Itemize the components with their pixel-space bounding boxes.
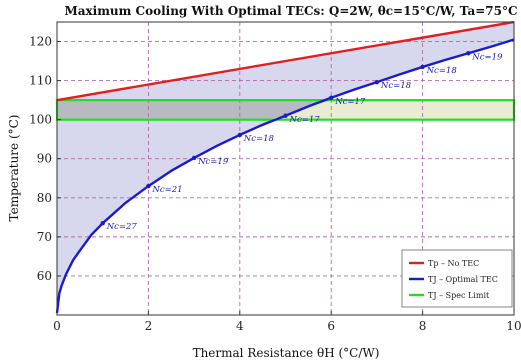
plot-frame	[56, 21, 515, 316]
curve-marker	[100, 220, 105, 226]
axis-titles: Thermal Resistance θH (°C/W) Temperature …	[7, 115, 379, 360]
curve-marker	[237, 132, 242, 138]
x-tick-label: 8	[419, 319, 427, 333]
marker-label: Nc=17	[334, 97, 366, 107]
marker-label: Nc=19	[197, 157, 229, 167]
x-tick-label: 6	[327, 319, 335, 333]
marker-label: Nc=17	[289, 115, 321, 125]
y-tick-label: 70	[37, 230, 52, 244]
curve-marker	[374, 79, 380, 85]
x-tick-label: 10	[506, 319, 521, 333]
x-axis-title: Thermal Resistance θH (°C/W)	[193, 346, 380, 360]
marker-label: Nc=27	[106, 222, 138, 232]
legend: Tp – No TEC TJ – Optimal TEC TJ – Spec Lim…	[401, 249, 513, 308]
curve-marker	[466, 51, 471, 56]
marker-label: Nc=21	[151, 185, 182, 195]
shaded-region-no-tec-vs-optimal	[57, 22, 514, 314]
y-tick-label: 80	[37, 191, 52, 205]
legend-label: TJ – Spec Limit	[428, 291, 490, 300]
y-tick-label: 90	[37, 152, 52, 166]
y-tick-label: 100	[29, 113, 52, 127]
x-tick-label: 0	[53, 319, 61, 333]
marker-label: Nc=18	[380, 81, 412, 91]
y-tick-label: 110	[29, 74, 52, 88]
marker-label: Nc=18	[426, 66, 458, 76]
shaded-regions	[57, 22, 514, 314]
curve-marker	[329, 95, 334, 100]
curve-marker	[283, 113, 288, 118]
spec-band-overlap	[57, 100, 332, 120]
axis-ticks: 0 2 4 6 8 10 60 70 80 90 100 110 120	[29, 35, 521, 333]
chart-title-text: Maximum Cooling With Optimal TECs: Q=2W,…	[64, 4, 517, 18]
y-tick-label: 120	[29, 35, 52, 49]
y-axis-title: Temperature (°C)	[7, 115, 21, 222]
x-tick-label: 2	[145, 319, 153, 333]
chart-title: Maximum Cooling With Optimal TECs: Q=2W,…	[64, 4, 517, 18]
series-line-no-tec	[56, 20, 515, 102]
marker-label: Nc=18	[243, 134, 275, 144]
legend-label: Tp – No TEC	[428, 259, 479, 268]
plot-border	[56, 21, 515, 316]
legend-label: TJ – Optimal TEC	[428, 275, 498, 284]
y-tick-label: 60	[37, 269, 52, 283]
curve-marker	[191, 155, 197, 161]
curve-marker	[420, 64, 425, 70]
curve-markers: Nc=27 Nc=21 Nc=19 Nc=18 Nc=17 Nc=17 Nc=18 Nc=18…	[100, 51, 503, 232]
marker-label: Nc=19	[471, 52, 503, 62]
x-tick-label: 4	[236, 319, 244, 333]
curve-marker	[146, 183, 151, 189]
series-line-optimal-tec	[55, 38, 515, 314]
